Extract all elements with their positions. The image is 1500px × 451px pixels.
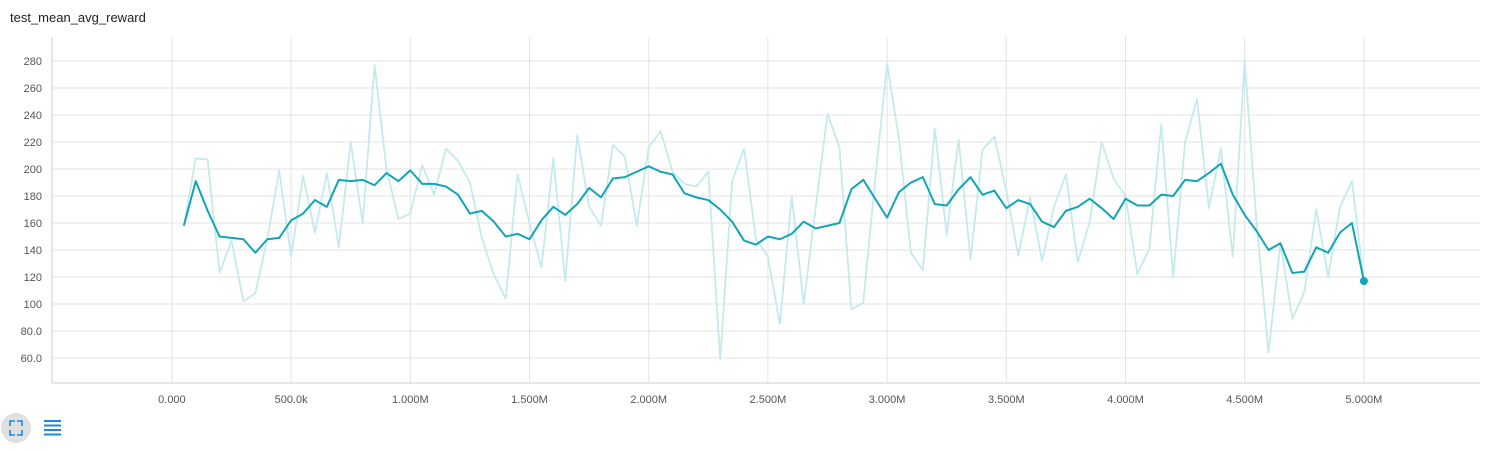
raw-line xyxy=(182,60,1365,361)
x-tick-label: 2.000M xyxy=(630,394,667,406)
x-tick-label: 4.000M xyxy=(1107,394,1144,406)
smoothed-line xyxy=(182,162,1365,282)
y-tick-label: 60.0 xyxy=(21,353,42,365)
x-tick-label: 4.500M xyxy=(1226,394,1263,406)
y-tick-label: 100 xyxy=(24,299,42,311)
data-table-button[interactable] xyxy=(44,420,61,436)
fullscreen-button[interactable] xyxy=(1,413,31,443)
y-tick-label: 80.0 xyxy=(21,326,42,338)
button-bg xyxy=(1,413,31,443)
y-tick-label: 260 xyxy=(24,83,42,95)
y-tick-label: 140 xyxy=(24,245,42,257)
chart-title: test_mean_avg_reward xyxy=(10,10,146,25)
x-tick-label: 3.500M xyxy=(988,394,1025,406)
y-tick-label: 120 xyxy=(24,272,42,284)
y-tick-label: 220 xyxy=(24,137,42,149)
y-tick-label: 280 xyxy=(24,56,42,68)
y-tick-label: 180 xyxy=(24,191,42,203)
x-tick-label: 2.500M xyxy=(750,394,787,406)
y-tick-label: 200 xyxy=(24,164,42,176)
x-tick-label: 1.000M xyxy=(392,394,429,406)
x-tick-label: 1.500M xyxy=(511,394,548,406)
list-icon xyxy=(44,420,61,436)
last-point xyxy=(1359,277,1368,286)
y-tick-label: 240 xyxy=(24,110,42,122)
y-tick-label: 160 xyxy=(24,218,42,230)
x-tick-label: 500.0k xyxy=(275,394,309,406)
x-tick-label: 5.000M xyxy=(1346,394,1383,406)
x-tick-label: 0.000 xyxy=(158,394,186,406)
fullscreen-icon xyxy=(9,420,23,436)
x-tick-label: 3.000M xyxy=(869,394,906,406)
